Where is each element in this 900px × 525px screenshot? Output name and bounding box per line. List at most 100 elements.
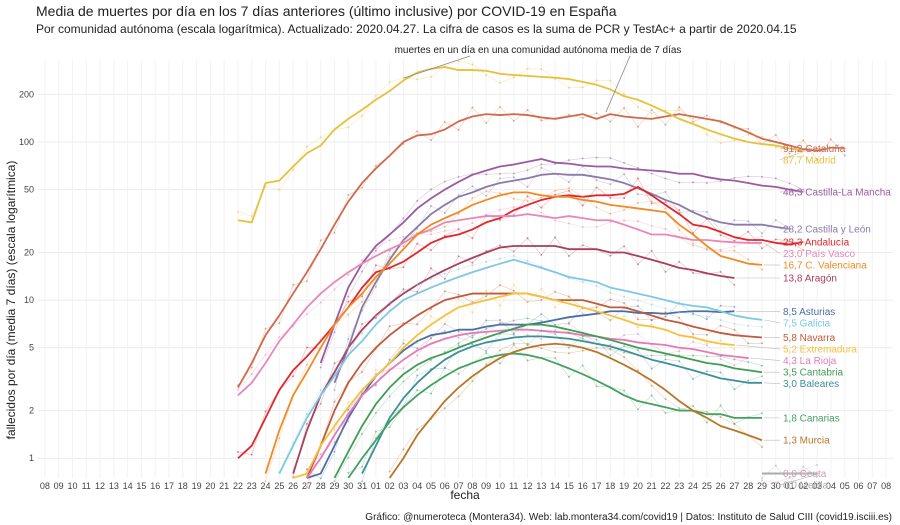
raw-point [636, 106, 639, 109]
raw-point [471, 334, 474, 337]
raw-point [705, 248, 708, 251]
raw-point [388, 358, 391, 361]
raw-point [457, 128, 460, 131]
x-tick-label: 31 [357, 481, 367, 491]
raw-point [567, 254, 570, 257]
x-tick-label: 21 [647, 481, 657, 491]
raw-point [457, 227, 460, 230]
raw-series-Navarra [306, 284, 762, 488]
chart-subtitle: Por comunidad autónoma (escala logarítmi… [36, 22, 797, 36]
series-label: 5,8 Navarra [783, 333, 836, 344]
raw-point [457, 342, 460, 345]
raw-point [581, 281, 584, 284]
x-tick-label: 20 [633, 481, 643, 491]
raw-point [374, 369, 377, 372]
raw-point [457, 297, 460, 300]
raw-point [526, 195, 529, 198]
series-label: 48,3 Castilla-La Mancha [783, 187, 891, 198]
label-leader [779, 473, 820, 486]
raw-point [319, 389, 322, 392]
raw-point [498, 321, 501, 324]
raw-point [760, 477, 763, 480]
raw-point [636, 332, 639, 335]
raw-point [236, 450, 239, 453]
raw-point [333, 388, 336, 391]
raw-point [581, 337, 584, 340]
raw-point [760, 175, 763, 178]
raw-point [623, 107, 626, 110]
series-line-Extremadura [292, 292, 735, 479]
raw-point [678, 228, 681, 231]
raw-point [512, 197, 515, 200]
raw-point [264, 480, 267, 483]
raw-point [554, 189, 557, 192]
raw-point [623, 173, 626, 176]
raw-point [374, 384, 377, 387]
raw-point [498, 283, 501, 286]
x-tick-label: 19 [619, 481, 629, 491]
x-tick-label: 19 [192, 481, 202, 491]
raw-point [650, 394, 653, 397]
raw-point [305, 363, 308, 366]
raw-point [650, 354, 653, 357]
raw-point [498, 304, 501, 307]
raw-point [788, 476, 791, 479]
raw-point [774, 133, 777, 136]
x-tick-label: 16 [150, 481, 160, 491]
raw-point [333, 369, 336, 372]
raw-point [402, 266, 405, 269]
x-tick-label: 12 [523, 481, 533, 491]
series-label: 5,2 Extremadura [783, 345, 857, 356]
raw-point [430, 249, 433, 252]
raw-point [760, 412, 763, 415]
raw-point [595, 304, 598, 307]
raw-point [692, 312, 695, 315]
raw-point [347, 456, 350, 459]
raw-point [636, 263, 639, 266]
raw-point [719, 270, 722, 273]
raw-point [471, 336, 474, 339]
x-tick-label: 13 [536, 481, 546, 491]
x-tick-label: 17 [592, 481, 602, 491]
raw-point [374, 285, 377, 288]
raw-point [526, 300, 529, 303]
raw-point [443, 407, 446, 410]
x-tick-label: 09 [54, 481, 64, 491]
raw-point [816, 475, 819, 478]
raw-point [319, 136, 322, 139]
raw-point [305, 313, 308, 316]
raw-point [802, 139, 805, 142]
raw-point [388, 81, 391, 84]
raw-point [692, 354, 695, 357]
raw-point [416, 428, 419, 431]
raw-point [416, 323, 419, 326]
raw-series-Baleares [361, 330, 763, 482]
raw-point [609, 196, 612, 199]
raw-point [664, 315, 667, 318]
x-tick-label: 12 [95, 481, 105, 491]
x-tick-label: 29 [757, 481, 767, 491]
raw-point [347, 346, 350, 349]
raw-point [526, 185, 529, 188]
raw-point [512, 119, 515, 122]
raw-point [333, 331, 336, 334]
raw-point [705, 344, 708, 347]
raw-point [512, 343, 515, 346]
raw-point [333, 362, 336, 365]
raw-point [719, 324, 722, 327]
x-tick-label: 14 [550, 481, 560, 491]
raw-point [554, 236, 557, 239]
raw-point [333, 231, 336, 234]
raw-point [333, 288, 336, 291]
raw-point [595, 306, 598, 309]
raw-point [443, 323, 446, 326]
raw-point [609, 291, 612, 294]
x-tick-label: 02 [385, 481, 395, 491]
raw-point [609, 212, 612, 215]
raw-point [250, 453, 253, 456]
raw-point [512, 289, 515, 292]
raw-point [374, 264, 377, 267]
raw-point [333, 440, 336, 443]
raw-point [554, 219, 557, 222]
x-tick-label: 17 [164, 481, 174, 491]
